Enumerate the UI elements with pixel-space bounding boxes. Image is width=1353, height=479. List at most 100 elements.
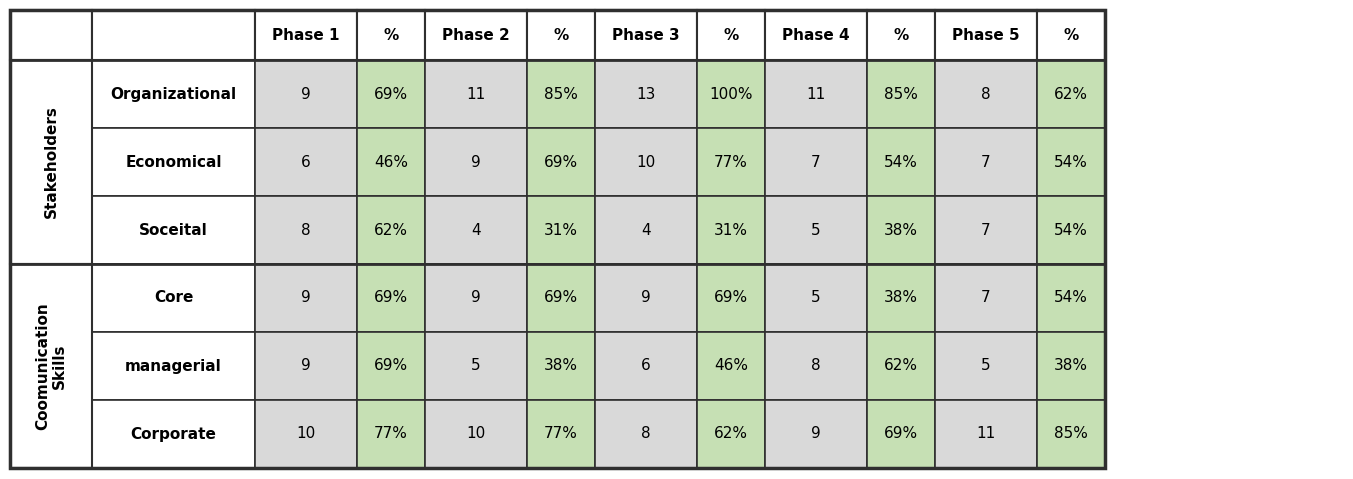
Text: %: %: [724, 27, 739, 43]
Text: 9: 9: [812, 426, 821, 442]
Text: 100%: 100%: [709, 87, 752, 102]
Text: 13: 13: [636, 87, 656, 102]
Bar: [697, 60, 764, 128]
Text: 69%: 69%: [544, 290, 578, 306]
Bar: [867, 60, 935, 128]
Bar: [935, 400, 1036, 468]
Bar: [92, 60, 254, 128]
Text: %: %: [553, 27, 568, 43]
Bar: [92, 128, 254, 196]
Text: 10: 10: [467, 426, 486, 442]
Bar: [1036, 332, 1105, 400]
Text: 4: 4: [471, 223, 480, 238]
Bar: [867, 128, 935, 196]
Bar: [357, 332, 425, 400]
Text: 62%: 62%: [884, 358, 917, 374]
Text: 9: 9: [471, 155, 480, 170]
Text: 7: 7: [812, 155, 821, 170]
Bar: [425, 128, 528, 196]
Text: Soceital: Soceital: [139, 223, 208, 238]
Text: 38%: 38%: [884, 223, 917, 238]
Text: 62%: 62%: [714, 426, 748, 442]
Text: 77%: 77%: [373, 426, 409, 442]
Text: 11: 11: [806, 87, 825, 102]
Text: 11: 11: [467, 87, 486, 102]
Text: 6: 6: [641, 358, 651, 374]
Text: Stakeholders: Stakeholders: [43, 105, 58, 218]
Text: 9: 9: [302, 290, 311, 306]
Bar: [867, 196, 935, 264]
Bar: [697, 128, 764, 196]
Bar: [595, 60, 697, 128]
Bar: [425, 196, 528, 264]
Text: 38%: 38%: [1054, 358, 1088, 374]
Bar: [764, 264, 867, 332]
Text: 62%: 62%: [373, 223, 409, 238]
Text: Organizational: Organizational: [111, 87, 237, 102]
Bar: [935, 196, 1036, 264]
Text: %: %: [1063, 27, 1078, 43]
Text: 5: 5: [471, 358, 480, 374]
Bar: [764, 400, 867, 468]
Bar: [867, 10, 935, 60]
Bar: [254, 128, 357, 196]
Text: 9: 9: [302, 358, 311, 374]
Text: 54%: 54%: [1054, 155, 1088, 170]
Bar: [935, 10, 1036, 60]
Text: 38%: 38%: [544, 358, 578, 374]
Bar: [425, 400, 528, 468]
Bar: [764, 60, 867, 128]
Bar: [9, 264, 92, 468]
Bar: [1036, 400, 1105, 468]
Text: 4: 4: [641, 223, 651, 238]
Bar: [528, 128, 595, 196]
Text: 69%: 69%: [373, 290, 409, 306]
Bar: [357, 196, 425, 264]
Text: 7: 7: [981, 223, 990, 238]
Bar: [357, 128, 425, 196]
Text: 9: 9: [471, 290, 480, 306]
Bar: [254, 332, 357, 400]
Text: 77%: 77%: [544, 426, 578, 442]
Text: 8: 8: [302, 223, 311, 238]
Bar: [697, 332, 764, 400]
Text: 7: 7: [981, 290, 990, 306]
Text: 85%: 85%: [884, 87, 917, 102]
Text: Phase 2: Phase 2: [442, 27, 510, 43]
Text: 69%: 69%: [884, 426, 919, 442]
Text: 85%: 85%: [544, 87, 578, 102]
Bar: [935, 128, 1036, 196]
Bar: [9, 60, 92, 264]
Bar: [92, 400, 254, 468]
Bar: [867, 332, 935, 400]
Text: 46%: 46%: [714, 358, 748, 374]
Bar: [935, 264, 1036, 332]
Bar: [254, 264, 357, 332]
Bar: [528, 10, 595, 60]
Text: 6: 6: [302, 155, 311, 170]
Text: 69%: 69%: [373, 358, 409, 374]
Bar: [1036, 60, 1105, 128]
Bar: [357, 10, 425, 60]
Bar: [1036, 128, 1105, 196]
Bar: [92, 264, 254, 332]
Text: 31%: 31%: [544, 223, 578, 238]
Text: 8: 8: [981, 87, 990, 102]
Bar: [425, 10, 528, 60]
Text: Phase 1: Phase 1: [272, 27, 340, 43]
Bar: [697, 10, 764, 60]
Bar: [254, 196, 357, 264]
Bar: [764, 128, 867, 196]
Text: Economical: Economical: [126, 155, 222, 170]
Text: 69%: 69%: [714, 290, 748, 306]
Bar: [254, 10, 357, 60]
Text: 69%: 69%: [544, 155, 578, 170]
Text: Core: Core: [154, 290, 193, 306]
Bar: [764, 196, 867, 264]
Bar: [935, 332, 1036, 400]
Text: 54%: 54%: [1054, 223, 1088, 238]
Text: 38%: 38%: [884, 290, 917, 306]
Bar: [1036, 196, 1105, 264]
Text: 54%: 54%: [1054, 290, 1088, 306]
Text: 46%: 46%: [373, 155, 409, 170]
